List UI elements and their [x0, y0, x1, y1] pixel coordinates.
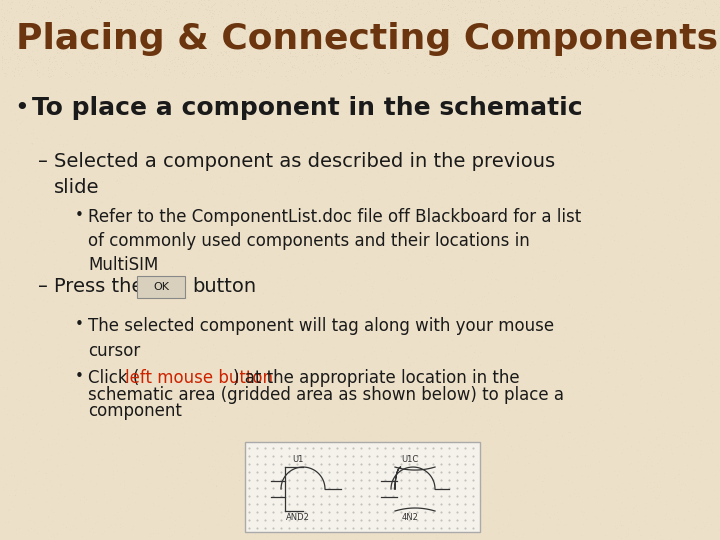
- Text: Refer to the ComponentList.doc file off Blackboard for a list
of commonly used c: Refer to the ComponentList.doc file off …: [88, 207, 581, 274]
- Text: 4N2: 4N2: [402, 513, 418, 522]
- Text: –: –: [38, 152, 48, 171]
- Text: •: •: [75, 369, 84, 384]
- Bar: [245, 442, 480, 532]
- Text: Click (: Click (: [88, 369, 139, 387]
- Text: schematic area (gridded area as shown below) to place a: schematic area (gridded area as shown be…: [88, 386, 564, 404]
- FancyBboxPatch shape: [137, 276, 185, 298]
- Text: To place a component in the schematic: To place a component in the schematic: [32, 96, 582, 120]
- Text: button: button: [192, 278, 256, 296]
- Text: ) at the appropriate location in the: ) at the appropriate location in the: [233, 369, 520, 387]
- Text: •: •: [14, 96, 29, 120]
- Text: The selected component will tag along with your mouse
cursor: The selected component will tag along wi…: [88, 318, 554, 360]
- Text: U1C: U1C: [401, 455, 418, 464]
- Text: AND2: AND2: [286, 513, 310, 522]
- Text: Selected a component as described in the previous
slide: Selected a component as described in the…: [54, 152, 555, 197]
- Text: •: •: [75, 207, 84, 222]
- Text: •: •: [75, 318, 84, 333]
- Text: component: component: [88, 402, 182, 420]
- Text: –: –: [38, 278, 48, 296]
- Text: Placing & Connecting Components: Placing & Connecting Components: [16, 22, 718, 56]
- Text: left mouse button: left mouse button: [125, 369, 273, 387]
- Text: OK: OK: [153, 282, 169, 292]
- Text: Press the: Press the: [54, 278, 143, 296]
- Text: U1: U1: [292, 455, 304, 464]
